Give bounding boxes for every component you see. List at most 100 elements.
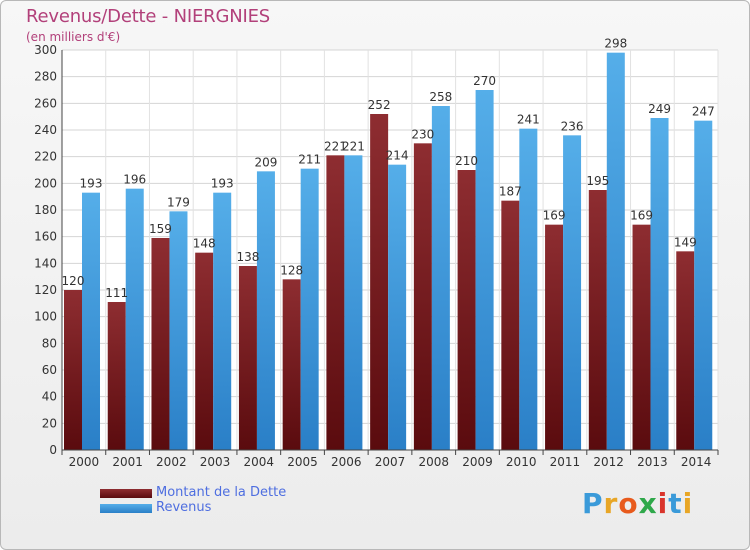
bar-revenue-2006: [344, 155, 363, 451]
data-label-revenue-2008: 258: [429, 90, 452, 104]
data-label-debt-2009: 210: [455, 154, 478, 168]
y-tick-label: 220: [34, 150, 57, 164]
bar-debt-2001: [107, 302, 126, 450]
bar-revenue-2004: [256, 171, 275, 451]
x-tick-label: 2009: [462, 455, 493, 469]
data-label-debt-2004: 138: [236, 250, 259, 264]
y-tick-label: 60: [42, 363, 57, 377]
logo-letter: x: [638, 487, 658, 520]
x-tick-label: 2011: [550, 455, 581, 469]
data-label-debt-2007: 252: [368, 98, 391, 112]
bar-revenue-2001: [125, 188, 144, 450]
y-tick-label: 280: [34, 70, 57, 84]
x-tick-label: 2014: [681, 455, 712, 469]
logo-letter: P: [582, 487, 604, 520]
bar-revenue-2014: [694, 120, 713, 451]
data-label-revenue-2012: 298: [604, 37, 627, 51]
logo-letter: i: [682, 487, 694, 520]
x-tick-label: 2012: [593, 455, 624, 469]
y-tick-label: 200: [34, 176, 57, 190]
x-tick-label: 2000: [69, 455, 100, 469]
data-label-debt-2001: 111: [105, 286, 128, 300]
proxiti-logo: Proxiti: [582, 487, 693, 520]
y-tick-label: 160: [34, 230, 57, 244]
y-tick-label: 140: [34, 256, 57, 270]
x-tick-label: 2007: [375, 455, 406, 469]
data-label-revenue-2014: 247: [692, 105, 715, 119]
bar-debt-2002: [151, 238, 170, 450]
legend-label-revenue: Revenus: [156, 500, 212, 515]
y-tick-label: 40: [42, 390, 57, 404]
y-tick-label: 300: [34, 43, 57, 57]
x-tick-label: 2002: [156, 455, 187, 469]
x-tick-label: 2004: [244, 455, 275, 469]
bar-debt-2007: [370, 114, 389, 450]
y-tick-label: 80: [42, 336, 57, 350]
legend-label-debt: Montant de la Dette: [156, 485, 287, 500]
data-label-revenue-2000: 193: [80, 177, 103, 191]
bar-revenue-2012: [606, 52, 625, 451]
x-tick-label: 2013: [637, 455, 668, 469]
data-label-revenue-2009: 270: [473, 74, 496, 88]
data-label-revenue-2002: 179: [167, 195, 190, 209]
bar-revenue-2011: [563, 135, 582, 451]
bar-revenue-2003: [213, 192, 232, 450]
data-label-revenue-2004: 209: [254, 155, 277, 169]
chart-unit-label: (en milliers d'€): [26, 30, 121, 44]
bar-debt-2006: [326, 155, 345, 451]
legend-swatch-revenue: [100, 504, 152, 513]
legend-swatch-debt: [100, 489, 152, 498]
logo-letter: i: [657, 487, 669, 520]
data-label-debt-2000: 120: [62, 274, 85, 288]
bar-debt-2004: [238, 266, 257, 450]
y-tick-label: 20: [42, 416, 57, 430]
bar-revenue-2008: [431, 106, 450, 450]
x-tick-label: 2010: [506, 455, 537, 469]
data-label-revenue-2005: 211: [298, 153, 321, 167]
bar-debt-2014: [676, 251, 695, 450]
data-label-revenue-2007: 214: [386, 149, 409, 163]
data-label-revenue-2003: 193: [211, 177, 234, 191]
bar-debt-2000: [64, 290, 82, 450]
data-label-debt-2014: 149: [674, 235, 697, 249]
y-tick-label: 260: [34, 96, 57, 110]
logo-letter: r: [603, 487, 619, 520]
logo-letter: t: [668, 487, 683, 520]
y-tick-label: 120: [34, 283, 57, 297]
bar-revenue-2002: [169, 211, 188, 450]
bar-debt-2008: [413, 143, 432, 451]
bar-revenue-2009: [475, 90, 494, 450]
bar-revenue-2013: [650, 118, 669, 450]
x-tick-label: 2008: [418, 455, 449, 469]
data-label-debt-2008: 230: [411, 127, 434, 141]
x-tick-label: 2005: [287, 455, 318, 469]
data-label-debt-2011: 169: [543, 209, 566, 223]
data-label-debt-2002: 159: [149, 222, 172, 236]
y-tick-label: 0: [49, 443, 57, 457]
bar-debt-2011: [545, 224, 564, 450]
data-label-debt-2006: 221: [324, 139, 347, 153]
x-tick-label: 2003: [200, 455, 231, 469]
x-tick-label: 2001: [112, 455, 143, 469]
chart-title: Revenus/Dette - NIERGNIES: [26, 6, 270, 27]
y-tick-label: 240: [34, 123, 57, 137]
data-label-revenue-2013: 249: [648, 102, 671, 116]
logo-letter: o: [618, 487, 639, 520]
bar-debt-2010: [501, 200, 520, 450]
y-tick-label: 180: [34, 203, 57, 217]
bar-revenue-2005: [300, 168, 319, 450]
bar-revenue-2007: [388, 164, 407, 450]
data-label-revenue-2006: 221: [342, 139, 365, 153]
data-label-debt-2012: 195: [586, 174, 609, 188]
data-label-debt-2005: 128: [280, 263, 303, 277]
data-label-debt-2010: 187: [499, 185, 522, 199]
bar-debt-2012: [588, 190, 607, 450]
bar-debt-2005: [282, 279, 301, 450]
bar-revenue-2000: [82, 192, 100, 450]
bar-debt-2013: [632, 224, 651, 450]
data-label-debt-2003: 148: [193, 237, 216, 251]
data-label-revenue-2011: 236: [561, 119, 584, 133]
data-label-revenue-2010: 241: [517, 113, 540, 127]
bar-revenue-2010: [519, 128, 538, 450]
